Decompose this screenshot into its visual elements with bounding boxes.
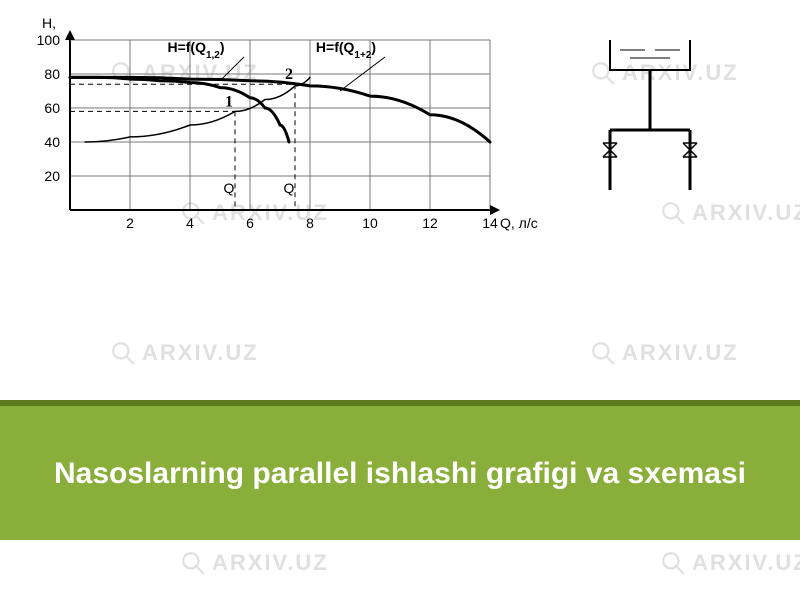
svg-text:Q: Q bbox=[224, 180, 235, 196]
svg-text:14: 14 bbox=[482, 215, 498, 231]
title-banner: Nasoslarning parallel ishlashi grafigi v… bbox=[0, 400, 800, 540]
svg-text:Q: Q bbox=[284, 180, 295, 196]
svg-text:H=f(Q1+2): H=f(Q1+2) bbox=[316, 39, 376, 61]
watermark: ARXIV.UZ bbox=[590, 340, 739, 366]
svg-text:4: 4 bbox=[186, 215, 194, 231]
pump-chart: 246810121420406080100H,Q, л/сH=f(Q1,2)H=… bbox=[10, 10, 550, 260]
svg-text:12: 12 bbox=[422, 215, 438, 231]
pump-schematic bbox=[570, 30, 790, 250]
svg-text:40: 40 bbox=[44, 134, 60, 150]
svg-text:6: 6 bbox=[246, 215, 254, 231]
svg-text:H=f(Q1,2): H=f(Q1,2) bbox=[167, 39, 224, 61]
svg-text:10: 10 bbox=[362, 215, 378, 231]
svg-text:80: 80 bbox=[44, 66, 60, 82]
svg-text:2: 2 bbox=[126, 215, 134, 231]
svg-text:20: 20 bbox=[44, 168, 60, 184]
watermark: ARXIV.UZ bbox=[110, 340, 259, 366]
watermark: ARXIV.UZ bbox=[660, 550, 800, 576]
svg-text:H,: H, bbox=[42, 15, 56, 31]
svg-text:8: 8 bbox=[306, 215, 314, 231]
svg-text:1: 1 bbox=[225, 93, 233, 110]
title-text: Nasoslarning parallel ishlashi grafigi v… bbox=[54, 454, 746, 493]
svg-text:Q, л/с: Q, л/с bbox=[500, 215, 538, 231]
svg-text:60: 60 bbox=[44, 100, 60, 116]
svg-text:100: 100 bbox=[37, 32, 61, 48]
svg-text:2: 2 bbox=[285, 66, 293, 83]
watermark: ARXIV.UZ bbox=[180, 550, 329, 576]
